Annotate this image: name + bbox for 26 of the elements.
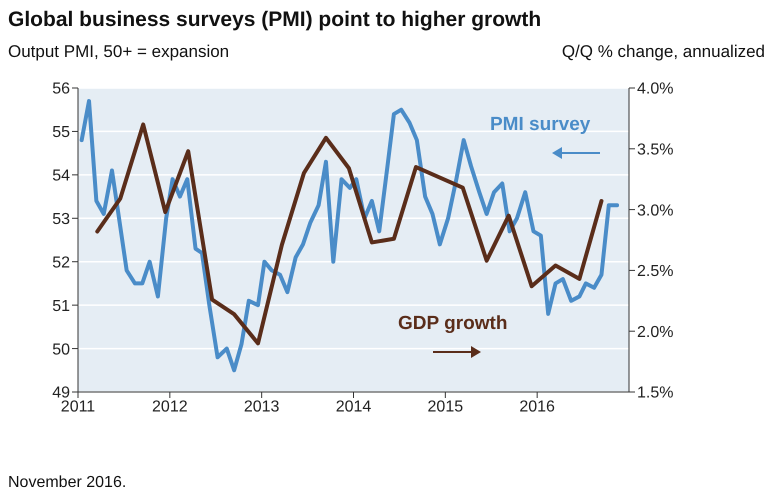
y-tick-label: 56 (52, 80, 70, 98)
x-tick-label: 2015 (428, 398, 464, 416)
series-label: PMI survey (490, 114, 590, 136)
y2-tick-label: 3.0% (637, 202, 674, 220)
x-tick-label: 2011 (60, 398, 96, 416)
chart-title: Global business surveys (PMI) point to higher growth (8, 8, 542, 32)
y-tick-label: 54 (52, 168, 70, 185)
x-tick-label: 2016 (519, 398, 556, 416)
y2-tick-label: 2.5% (637, 263, 674, 280)
y2-axis-title: Q/Q % change, annualized (562, 42, 765, 62)
y-tick-label: 52 (52, 254, 70, 272)
y-axis-title: Output PMI, 50+ = expansion (8, 42, 230, 62)
series-label: GDP growth (398, 313, 508, 335)
y-tick-label: 50 (52, 341, 70, 358)
x-tick-label: 2014 (336, 398, 372, 416)
y2-tick-label: 3.5% (637, 141, 674, 158)
y-tick-label: 53 (52, 210, 70, 228)
line-series (80, 99, 620, 372)
text: November 2016. (8, 474, 126, 492)
y2-tick-label: 4.0% (637, 80, 674, 98)
y2-tick-label: 2.0% (637, 324, 674, 341)
x-tick-label: 2012 (152, 398, 188, 416)
x-tick-label: 2013 (244, 398, 280, 416)
y-tick-label: 55 (52, 124, 70, 142)
y2-tick-label: 1.5% (637, 384, 674, 402)
y-tick-label: 51 (52, 298, 70, 315)
